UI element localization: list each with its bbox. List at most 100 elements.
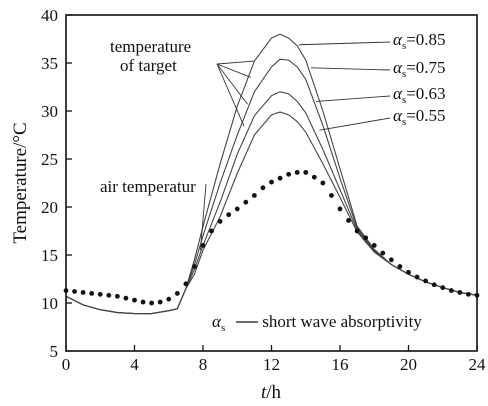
alpha-symbol: α	[393, 30, 403, 49]
air-temp-point	[363, 235, 369, 241]
air-temp-point	[114, 293, 120, 299]
air-temp-pointer	[199, 183, 207, 251]
series-label-value: =0.85	[406, 30, 445, 49]
air-temp-point	[388, 257, 394, 263]
air-temp-point	[106, 292, 112, 298]
y-tick-label: 20	[41, 198, 58, 217]
air-temp-point	[457, 290, 463, 295]
air-temp-point	[140, 299, 146, 305]
air-temp-point	[89, 291, 95, 296]
air-temp-point	[123, 295, 129, 301]
air-temp-point	[320, 180, 326, 186]
alpha-symbol: α	[393, 58, 403, 77]
series-label-1: αs=0.75	[393, 58, 446, 80]
target-pointer-3	[216, 63, 245, 127]
air-temp-point	[423, 278, 429, 284]
series-label-0: αs=0.85	[393, 30, 446, 52]
air-temp-point	[149, 300, 155, 306]
air-temp-point	[200, 243, 206, 248]
air-temp-point	[431, 282, 437, 288]
air-temp-point	[234, 206, 240, 212]
air-temp-point	[440, 285, 446, 291]
x-axis-unit: /h	[266, 382, 281, 403]
air-temp-point	[294, 170, 300, 175]
air-temp-point	[251, 193, 257, 198]
series-label-value: =0.63	[406, 84, 445, 103]
x-tick-label: 12	[263, 355, 280, 374]
air-temp-label: air temperatur	[100, 177, 196, 196]
y-axis-label: Temperature/°C	[10, 122, 31, 243]
plot-frame	[65, 14, 478, 352]
annotation-layer	[199, 41, 391, 251]
air-temp-point	[380, 250, 386, 256]
target-label-line1: temperature	[110, 37, 191, 56]
series-label-value: =0.55	[406, 106, 445, 125]
series-label-pointer-1	[310, 67, 391, 71]
y-tick-label: 25	[41, 150, 58, 169]
svg-text:αs=0.55: αs=0.55	[393, 106, 446, 128]
x-axis-var: t	[261, 382, 267, 403]
alpha-symbol: α	[393, 84, 403, 103]
air-temp-point	[72, 289, 77, 294]
x-tick-label: 24	[469, 355, 487, 374]
svg-text:αs=0.63: αs=0.63	[393, 84, 446, 106]
alpha-symbol: α	[393, 106, 403, 125]
air-temp-point	[329, 193, 334, 198]
y-tick-label: 15	[41, 246, 58, 265]
air-temp-point	[174, 291, 180, 296]
series-label-pointer-2	[315, 95, 391, 102]
air-temp-point	[269, 179, 274, 185]
pointer-lines	[199, 41, 391, 251]
target-pointer-2	[216, 63, 248, 105]
target-pointer-0	[216, 60, 255, 65]
y-tick-label: 30	[41, 102, 58, 121]
series-label-pointer-0	[298, 41, 391, 46]
alpha-subscript: s	[402, 68, 406, 80]
air-temp-point	[286, 171, 292, 177]
x-tick-label: 0	[62, 355, 71, 374]
air-temp-point	[217, 219, 223, 224]
x-tick-label: 4	[130, 355, 139, 374]
y-tick-label: 35	[41, 54, 58, 73]
alpha-symbol: α	[212, 312, 222, 331]
target-label-line2: of target	[120, 56, 177, 75]
air-temp-point	[466, 291, 471, 297]
air-temp-point	[183, 281, 189, 287]
air-temp-point	[243, 199, 249, 205]
air-temp-point	[97, 291, 103, 297]
alpha-subscript: s	[402, 40, 406, 52]
air-temp-point	[371, 243, 377, 248]
air-temp-point	[260, 185, 266, 191]
air-temp-point	[346, 218, 351, 223]
alpha-subscript: s	[402, 94, 406, 106]
series-label-pointer-3	[319, 117, 391, 131]
air-temp-point	[406, 269, 411, 275]
svg-text:αs=0.85: αs=0.85	[393, 30, 446, 52]
plot-area: 0 4 8 12 16 20 24 5 10 15 20 25 30 35 40	[41, 6, 486, 374]
air-temp-point	[192, 264, 197, 269]
air-temp-point	[226, 212, 232, 218]
y-tick-label: 10	[41, 294, 58, 313]
air-temp-point	[209, 228, 214, 234]
x-tick-label: 16	[332, 355, 349, 374]
svg-text:αs=0.75: αs=0.75	[393, 58, 446, 80]
series-line-3	[65, 111, 478, 315]
air-temp-point	[157, 299, 163, 305]
air-temp-point	[277, 175, 283, 181]
absorptivity-legend: αs short wave absorptivity	[212, 312, 422, 334]
series-label-2: αs=0.63	[393, 84, 446, 106]
air-temp-point	[397, 264, 403, 269]
air-temp-point	[354, 228, 360, 234]
air-temp-point	[311, 174, 317, 180]
x-tick-label: 20	[400, 355, 417, 374]
air-temp-point	[166, 296, 172, 302]
air-temp-point	[414, 274, 420, 280]
air-temp-point	[132, 297, 137, 303]
alpha-subscript: s	[402, 116, 406, 128]
series-label-3: αs=0.55	[393, 106, 446, 128]
x-tick-label: 8	[199, 355, 208, 374]
svg-text:αs: αs	[212, 312, 225, 334]
x-axis-label: t/h	[261, 382, 282, 403]
air-temp-point	[448, 288, 454, 293]
y-tick-label: 5	[50, 342, 59, 361]
